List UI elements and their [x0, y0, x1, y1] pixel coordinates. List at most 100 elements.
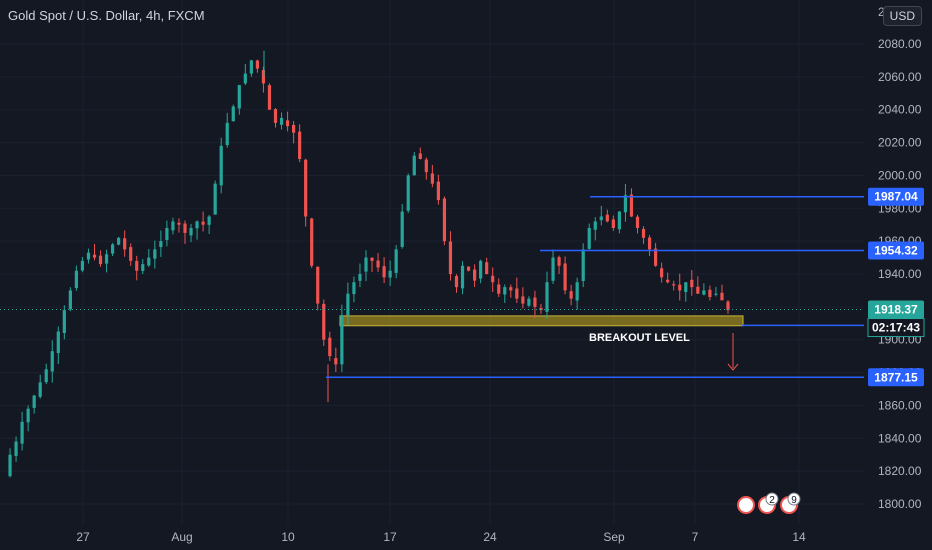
candle-body — [635, 216, 640, 228]
candle-body — [702, 290, 706, 295]
event-count-badge — [787, 492, 801, 506]
candles — [8, 50, 730, 478]
candle-body — [183, 223, 187, 233]
level-tag-bg — [868, 187, 924, 206]
candle-body — [527, 298, 531, 306]
candle-body — [14, 441, 18, 456]
candle-body — [503, 287, 507, 295]
candle-body — [436, 181, 440, 201]
candle-body — [485, 262, 489, 274]
candle-body — [38, 382, 42, 397]
candle-body — [104, 254, 109, 264]
candle-body — [50, 351, 54, 372]
current-price-tag-bg — [868, 300, 924, 319]
current-price-tag: 1918.37 — [874, 303, 918, 317]
level-tag: 1954.32 — [874, 243, 918, 257]
candle-body — [726, 301, 730, 311]
candle-body — [454, 276, 459, 288]
level-tag-bg — [868, 241, 924, 260]
candle-body — [521, 296, 525, 304]
event-flag-icon[interactable] — [737, 496, 755, 514]
candle-body — [418, 153, 422, 159]
candle-body — [708, 289, 712, 297]
candle-body — [678, 284, 682, 291]
candle-body — [231, 106, 235, 122]
candle-body — [684, 282, 688, 293]
candle-body — [479, 260, 483, 279]
candle-body — [261, 69, 266, 84]
candle-body — [207, 216, 211, 225]
candle-body — [165, 228, 169, 240]
currency-button[interactable]: USD — [882, 6, 922, 26]
candle-body — [557, 257, 561, 266]
candle-body — [533, 297, 537, 307]
event-count-badge — [765, 492, 779, 506]
candle-body — [117, 237, 121, 245]
price-tick-label: 2 — [878, 5, 885, 19]
candle-body — [255, 60, 259, 69]
price-tick-label: 2000.00 — [878, 168, 922, 182]
candle-body — [20, 421, 24, 444]
time-tick-label: 27 — [76, 530, 90, 544]
candle-body — [563, 263, 567, 291]
breakout-zone-rect — [339, 315, 744, 327]
candle-body — [605, 214, 609, 222]
candle-body — [44, 369, 48, 383]
candle-body — [352, 282, 356, 295]
candle-body — [213, 183, 217, 215]
candle-body — [473, 269, 477, 281]
price-tick-label: 2020.00 — [878, 136, 922, 150]
candle-body — [491, 275, 495, 283]
level-tag-bg — [868, 368, 924, 387]
price-tick-label: 2080.00 — [878, 37, 922, 51]
time-tick-label: 14 — [792, 530, 806, 544]
candle-body — [219, 145, 223, 186]
time-tick-label: Sep — [603, 530, 625, 544]
down-arrow-icon — [727, 333, 739, 371]
candle-body — [92, 254, 97, 258]
price-tick-label: 1800.00 — [878, 497, 922, 511]
price-tick-label: 2040.00 — [878, 103, 922, 117]
candle-body — [225, 122, 229, 146]
candle-body — [370, 257, 374, 261]
candle-body — [629, 194, 634, 217]
candle-body — [237, 85, 241, 109]
event-count: 2 — [769, 495, 775, 506]
candle-body — [497, 284, 501, 294]
time-tick-label: 7 — [692, 530, 699, 544]
breakout-zone — [339, 315, 744, 327]
candle-body — [310, 218, 314, 266]
price-tick-label: 1820.00 — [878, 464, 922, 478]
candle-body — [177, 222, 181, 225]
candle-body — [551, 257, 555, 281]
candle-body — [466, 266, 471, 271]
candle-body — [249, 60, 253, 74]
candle-body — [412, 155, 416, 176]
candle-body — [448, 241, 453, 274]
price-tags: 1987.041954.321908.721877.151918.3702:17… — [867, 187, 925, 387]
candle-body — [442, 198, 447, 242]
candle-body — [623, 195, 628, 213]
arrow-head — [727, 363, 739, 371]
candle-body — [243, 73, 247, 84]
candle-body — [62, 310, 66, 334]
time-axis[interactable]: 27 Aug 10 17 24 Sep 7 14 — [76, 530, 806, 544]
candle-body — [80, 260, 85, 271]
candle-body — [720, 292, 724, 301]
candle-body — [86, 252, 91, 260]
price-tick-label: 1840.00 — [878, 431, 922, 445]
candle-body — [153, 249, 157, 259]
candle-body — [292, 124, 296, 133]
time-tick-label: 17 — [383, 530, 397, 544]
candle-body — [364, 257, 368, 272]
countdown-bg — [867, 318, 925, 338]
price-tick-label: 1940.00 — [878, 267, 922, 281]
candle-body — [285, 120, 290, 127]
candle-body — [32, 395, 36, 408]
candle-body — [400, 211, 404, 247]
candle-body — [617, 211, 621, 230]
candle-body — [26, 408, 30, 423]
candle-body — [569, 291, 573, 299]
